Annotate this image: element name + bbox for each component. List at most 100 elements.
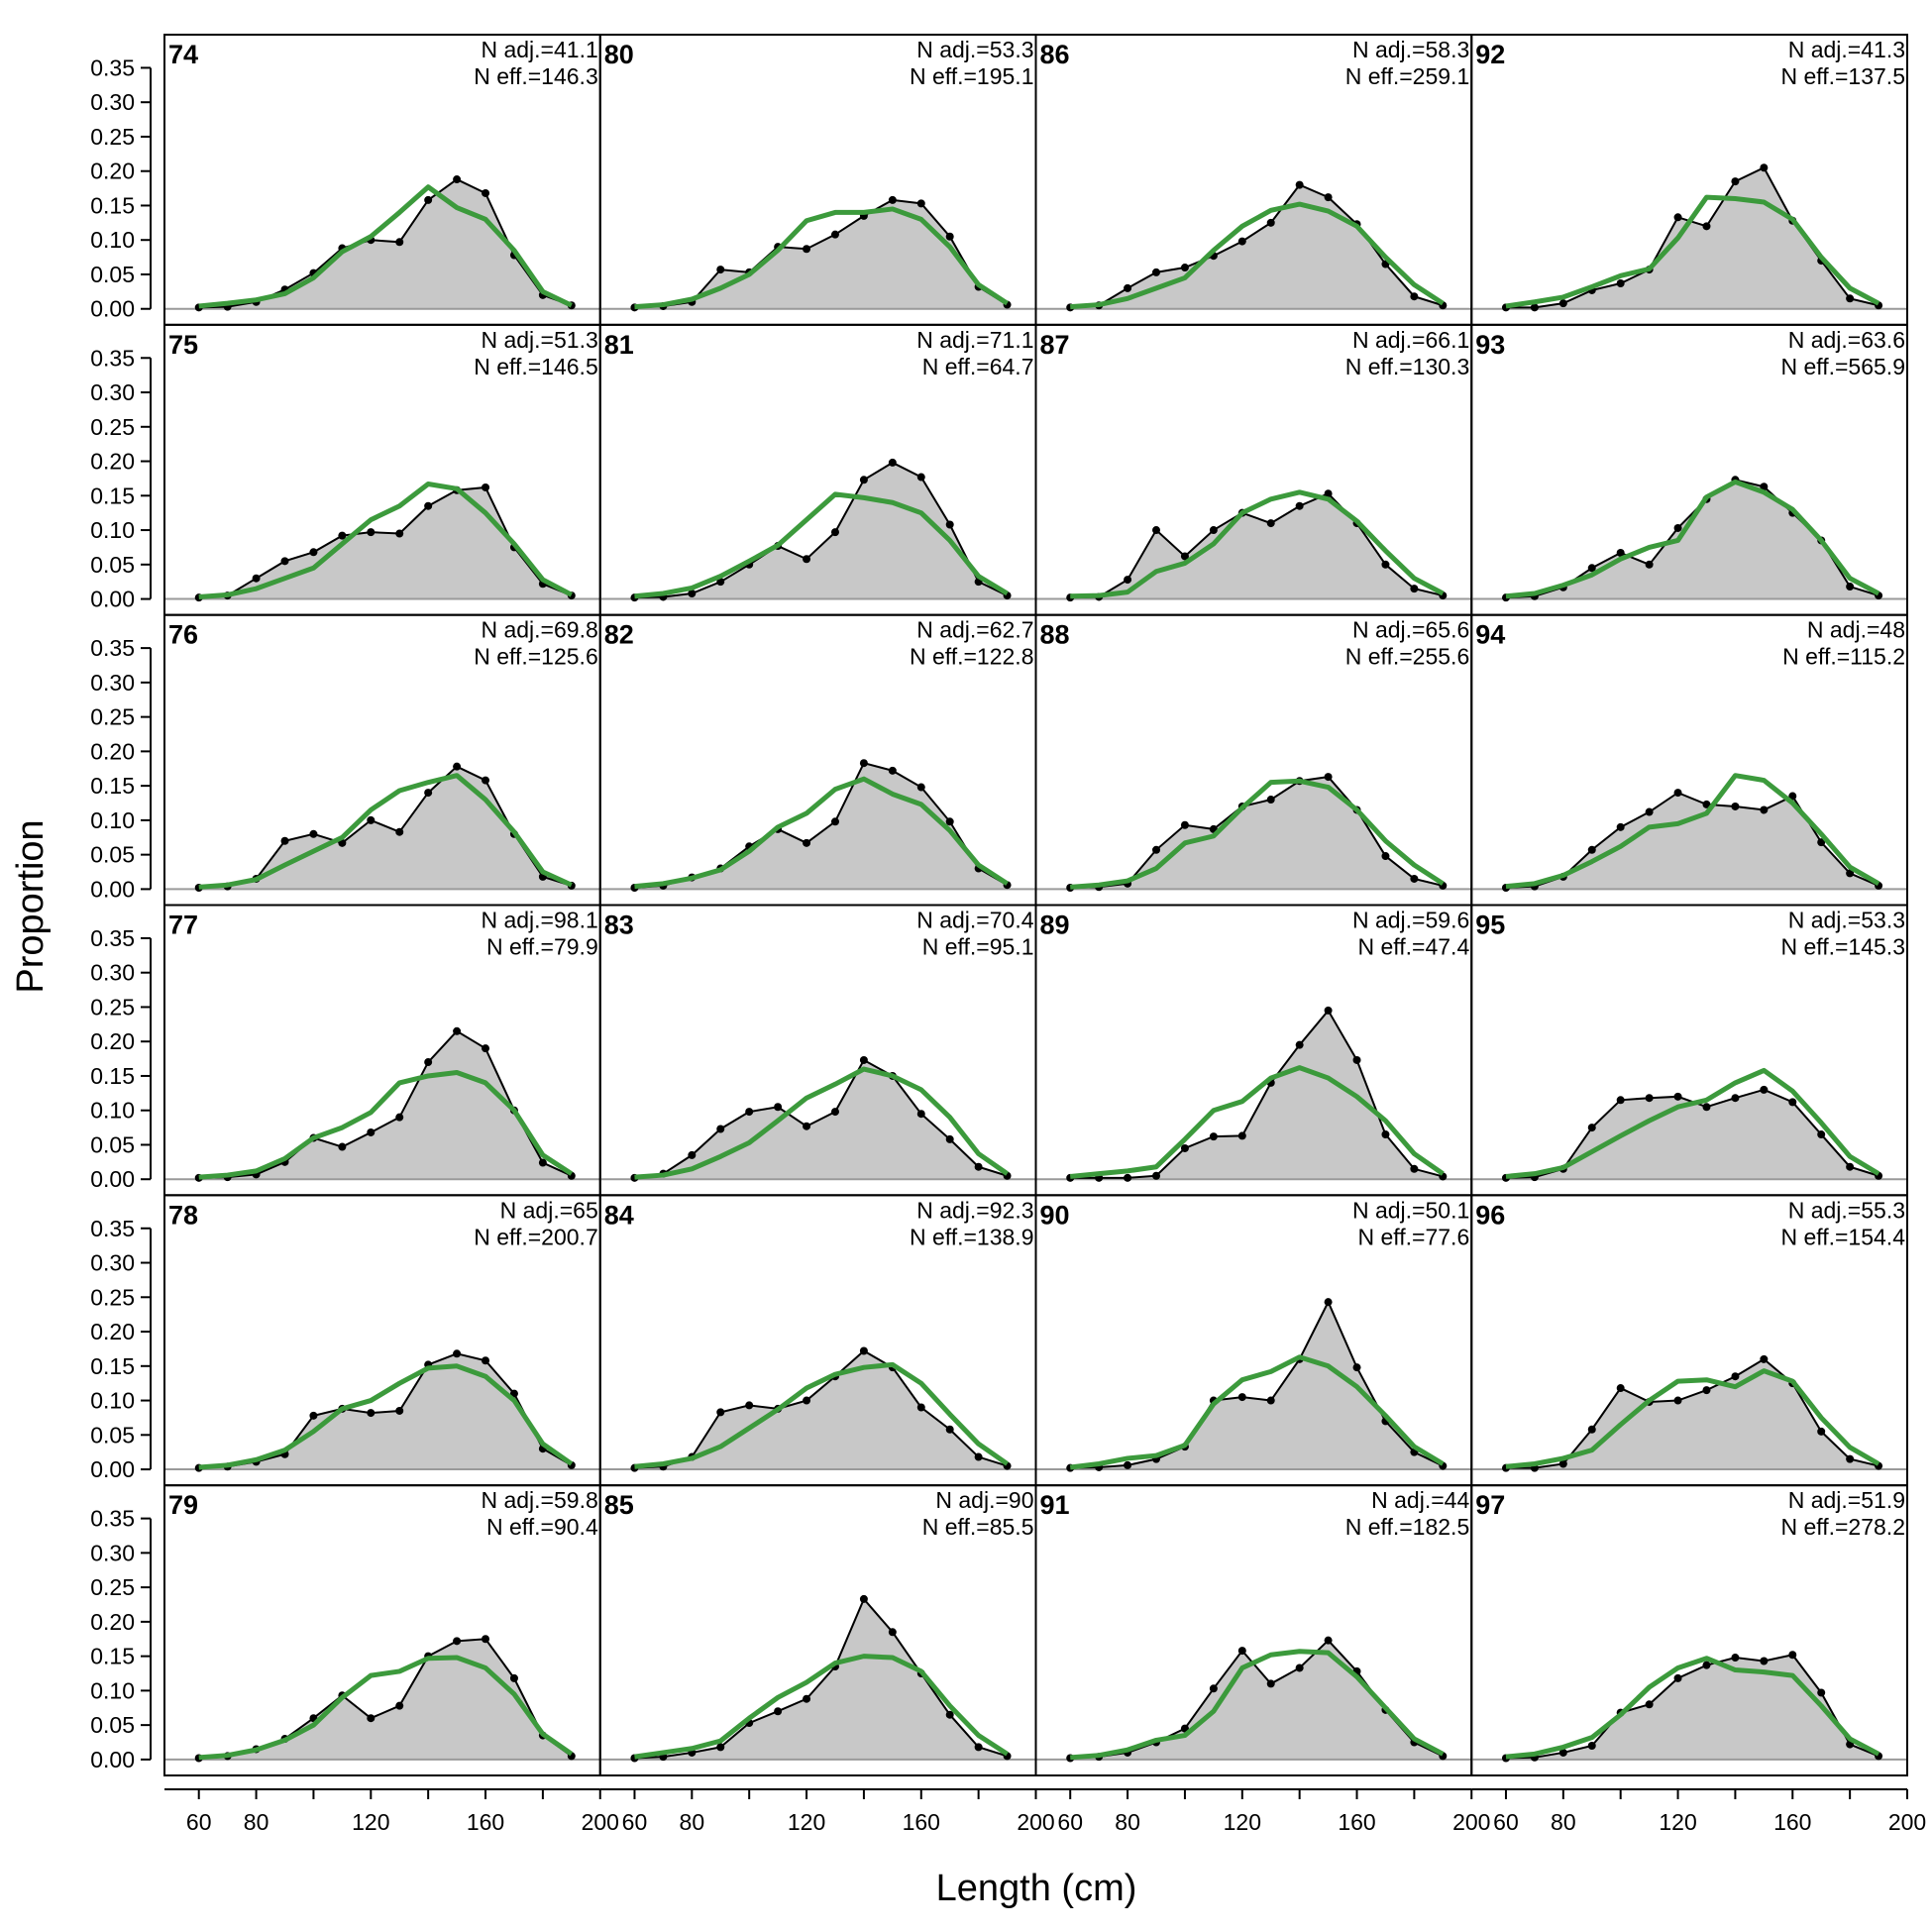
x-axis-col-3: 60 80 120 160 200 (1035, 1788, 1490, 1835)
y-tick-label: 0.05 (90, 1131, 135, 1157)
n-eff-label: N eff.=200.7 (474, 1224, 598, 1249)
observed-point (424, 789, 433, 798)
expected-line (1070, 1649, 1445, 1761)
observed-point (1846, 869, 1855, 878)
panel-label: 83 (604, 911, 634, 940)
panels-layer: 74 N adj.=41.1N eff.=146.375 N adj.=51.3N … (163, 34, 1908, 1776)
observed-point (945, 520, 954, 529)
n-eff-label: N eff.=278.2 (1780, 1514, 1905, 1540)
observed-point (1587, 1425, 1596, 1434)
observed-area (1505, 1089, 1879, 1180)
observed-point (974, 1452, 983, 1461)
observed-point (830, 230, 839, 239)
panel-74: 74 N adj.=41.1N eff.=146.3 (163, 34, 601, 326)
observed-point (859, 759, 868, 768)
observed-point (1645, 807, 1654, 816)
y-tick-label: 0.05 (90, 1712, 135, 1738)
observed-area (1505, 1655, 1879, 1760)
observed-point (945, 817, 954, 826)
observed-point (1673, 1673, 1682, 1682)
observed-point (716, 1408, 725, 1417)
observed-point (859, 476, 868, 484)
panel-border (1470, 1484, 1908, 1776)
n-adj-label: N adj.=70.4 (916, 908, 1033, 933)
y-tick-label: 0.20 (90, 449, 135, 475)
panel-94: 94 N adj.=48N eff.=115.2 (1470, 613, 1908, 907)
y-tick-label: 0.10 (90, 807, 135, 833)
n-eff-label: N eff.=565.9 (1780, 354, 1905, 379)
y-tick-label: 0.30 (90, 89, 135, 115)
observed-point (888, 766, 897, 775)
y-tick-label: 0.00 (90, 587, 135, 612)
panel-83: 83 N adj.=70.4N eff.=95.1 (598, 904, 1037, 1197)
observed-point (974, 1162, 983, 1171)
n-eff-label: N eff.=154.4 (1780, 1224, 1905, 1249)
y-tick-label: 0.10 (90, 1677, 135, 1703)
observed-point (1124, 1173, 1132, 1182)
y-tick-label: 0.10 (90, 1098, 135, 1124)
observed-point (280, 557, 289, 566)
observed-point (1587, 1124, 1596, 1132)
observed-point (1352, 1363, 1361, 1372)
observed-point (859, 1346, 868, 1355)
panel-label: 76 (168, 620, 198, 650)
panel-87: 87 N adj.=66.1N eff.=130.3 (1034, 323, 1473, 616)
observed-point (1324, 1006, 1333, 1015)
observed-point (1410, 585, 1419, 593)
y-tick-label: 0.25 (90, 704, 135, 730)
observed-point (482, 1044, 490, 1053)
observed-point (1702, 1103, 1711, 1112)
y-axis-title: Proportion (10, 819, 52, 993)
y-tick-label: 0.25 (90, 124, 135, 150)
observed-point (803, 1694, 811, 1703)
observed-point (1673, 523, 1682, 532)
panel-label: 74 (168, 40, 198, 69)
x-tick-label: 60 (186, 1809, 212, 1835)
observed-point (1587, 1741, 1596, 1750)
observed-point (1558, 1748, 1567, 1757)
observed-area (1505, 793, 1879, 890)
expected-line (198, 184, 573, 309)
observed-point (1266, 1679, 1275, 1688)
observed-point (1295, 180, 1304, 189)
y-tick-label: 0.00 (90, 1456, 135, 1482)
observed-point (482, 1635, 490, 1644)
n-eff-label: N eff.=90.4 (486, 1514, 598, 1540)
n-eff-label: N eff.=64.7 (922, 354, 1034, 379)
n-adj-label: N adj.=51.3 (481, 327, 597, 353)
y-axis-row-3: 0.00 0.05 0.10 0.15 0.20 0.25 0.30 0.35 (90, 635, 152, 902)
y-tick-label: 0.20 (90, 159, 135, 184)
observed-point (1266, 1396, 1275, 1405)
observed-point (974, 1743, 983, 1752)
x-tick-label: 200 (1452, 1809, 1490, 1835)
observed-point (1324, 773, 1333, 782)
n-adj-label: N adj.=50.1 (1352, 1197, 1469, 1223)
observed-area (1070, 1640, 1444, 1760)
observed-area (1505, 1358, 1879, 1470)
observed-point (1760, 1354, 1769, 1363)
n-eff-label: N eff.=137.5 (1780, 63, 1905, 89)
expected-line (1505, 1368, 1880, 1469)
observed-point (1266, 218, 1275, 227)
y-tick-label: 0.30 (90, 960, 135, 986)
observed-point (1266, 796, 1275, 805)
n-adj-label: N adj.=41.1 (481, 37, 597, 62)
panel-78: 78 N adj.=65N eff.=200.7 (163, 1194, 601, 1487)
x-tick-label: 120 (352, 1809, 389, 1835)
observed-point (1237, 237, 1246, 246)
y-axis-row-4: 0.00 0.05 0.10 0.15 0.20 0.25 0.30 0.35 (90, 925, 152, 1192)
y-tick-label: 0.05 (90, 262, 135, 287)
x-tick-label: 200 (1888, 1809, 1926, 1835)
observed-point (1209, 1132, 1218, 1141)
observed-point (424, 1058, 433, 1067)
n-eff-label: N eff.=79.9 (486, 934, 598, 960)
y-tick-label: 0.35 (90, 1216, 135, 1241)
expected-line (634, 1361, 1009, 1469)
y-tick-label: 0.15 (90, 1063, 135, 1089)
observed-point (280, 836, 289, 845)
observed-line (634, 1058, 1008, 1179)
n-adj-label: N adj.=66.1 (1352, 327, 1469, 353)
observed-point (1645, 1700, 1654, 1709)
observed-point (1152, 526, 1161, 535)
y-tick-label: 0.10 (90, 517, 135, 543)
